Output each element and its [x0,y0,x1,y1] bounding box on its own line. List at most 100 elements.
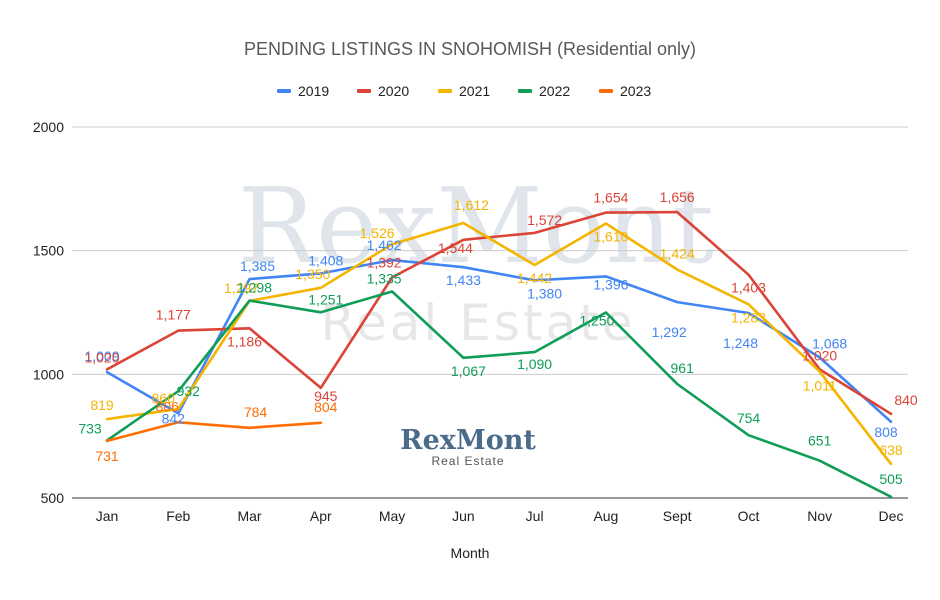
data-label-2022: 1,335 [367,271,402,287]
x-tick-label: Jul [526,508,544,524]
data-label-2019: 1,068 [812,336,847,352]
watermark-subtext: Real Estate [321,294,636,352]
data-label-2022: 1,250 [579,313,614,329]
data-label-2022: 754 [737,410,761,426]
data-label-2019: 1,385 [240,258,275,274]
data-label-2021: 1,442 [517,270,552,286]
data-label-2021: 1,526 [360,225,395,241]
series-line-2020 [105,210,893,416]
x-tick-label: Mar [237,508,261,524]
legend-label: 2020 [378,83,409,99]
gridlines [72,126,908,499]
data-label-2023: 731 [95,448,119,464]
x-tick-label: Feb [166,508,190,524]
legend-label: 2019 [298,83,329,99]
data-label-2022: 651 [808,433,832,449]
data-label-2020: 1,544 [438,240,473,256]
series-line-2023 [105,420,323,443]
data-label-2022: 1,090 [517,356,552,372]
data-label-2021: 1,610 [593,229,628,245]
data-label-2020: 1,654 [593,190,628,206]
data-label-2019: 842 [162,410,186,426]
y-tick-label: 1000 [33,366,64,382]
data-label-2021: 860 [152,390,176,406]
data-label-2022: 505 [879,471,903,487]
data-label-2020: 1,186 [227,333,262,349]
logo-text: RexMont [400,425,536,456]
data-label-2022: 733 [78,420,102,436]
legend-item-2022: 2022 [518,83,570,99]
data-label-2019: 1,433 [446,272,481,288]
data-label-2021: 1,424 [660,246,695,262]
data-label-2021: 819 [90,397,114,413]
data-label-2019: 1,408 [308,252,343,268]
data-label-2019: 1,248 [723,335,758,351]
legend-swatch [277,89,291,93]
data-label-2019: 1,396 [593,276,628,292]
data-label-2020: 1,392 [367,254,402,270]
data-label-2022: 1,298 [237,280,272,296]
data-label-2019: 1,009 [84,348,119,364]
data-label-2022: 1,067 [451,363,486,379]
x-tick-label: Dec [879,508,904,524]
legend-item-2023: 2023 [599,83,651,99]
chart-title: PENDING LISTINGS IN SNOHOMISH (Residenti… [244,39,696,59]
data-label-2021: 1,283 [731,309,766,325]
series-line-2021 [105,221,893,466]
data-label-2020: 840 [894,392,918,408]
data-label-2020: 1,403 [731,280,766,296]
data-label-2023: 784 [244,404,268,420]
x-axis-title: Month [451,545,490,561]
data-label-2020: 1,020 [84,349,119,365]
data-labels: 1,009 842 1,385 1,408 1,462 1,433 1,380 1,396 1,… [78,189,918,487]
y-axis: 500 1000 1500 2000 [33,119,64,506]
y-tick-label: 500 [41,490,65,506]
legend-item-2021: 2021 [438,83,490,99]
series-line-2022 [105,290,893,499]
watermark-text: RexMont [238,165,714,287]
data-label-2021: 638 [879,442,903,458]
data-label-2021: 1,350 [295,266,330,282]
legend-label: 2022 [539,83,570,99]
legend-swatch [357,89,371,93]
data-label-2020: 1,656 [660,189,695,205]
y-tick-label: 1500 [33,243,64,259]
series-line-2019 [105,258,893,424]
data-label-2020: 1,177 [156,307,191,323]
x-tick-label: Aug [593,508,618,524]
x-tick-label: Apr [310,508,332,524]
legend-item-2020: 2020 [357,83,409,99]
data-label-2019: 808 [874,424,898,440]
legend-swatch [599,89,613,93]
watermark: RexMont Real Estate [238,165,714,352]
legend-swatch [438,89,452,93]
legend-label: 2023 [620,83,651,99]
data-label-2019: 1,292 [652,324,687,340]
y-tick-label: 2000 [33,119,64,135]
data-label-2021: 1,011 [803,378,837,394]
data-label-2019: 1,462 [367,237,402,253]
x-tick-label: Nov [807,508,832,524]
data-label-2021: 1,297 [224,280,259,296]
data-label-2022: 932 [177,383,201,399]
x-axis: Jan Feb Mar Apr May Jun Jul Aug Sept Oct Nov Dec [96,508,904,524]
x-tick-label: Oct [738,508,760,524]
logo-subtext: Real Estate [431,454,504,468]
data-label-2022: 1,251 [308,291,343,307]
data-label-2022: 961 [671,360,695,376]
x-tick-label: Jan [96,508,119,524]
legend: 2019 2020 2021 2022 2023 [277,83,651,99]
data-label-2023: 804 [314,399,338,415]
data-label-2019: 1,380 [527,285,562,301]
data-label-2023: 806 [156,398,180,414]
legend-label: 2021 [459,83,490,99]
data-label-2020: 945 [314,388,338,404]
x-tick-label: Jun [452,508,475,524]
rexmont-logo: RexMont Real Estate [400,425,536,468]
series-lines [105,210,893,499]
x-tick-label: Sept [663,508,692,524]
x-tick-label: May [379,508,405,524]
data-label-2020: 1,572 [527,212,562,228]
legend-swatch [518,89,532,93]
